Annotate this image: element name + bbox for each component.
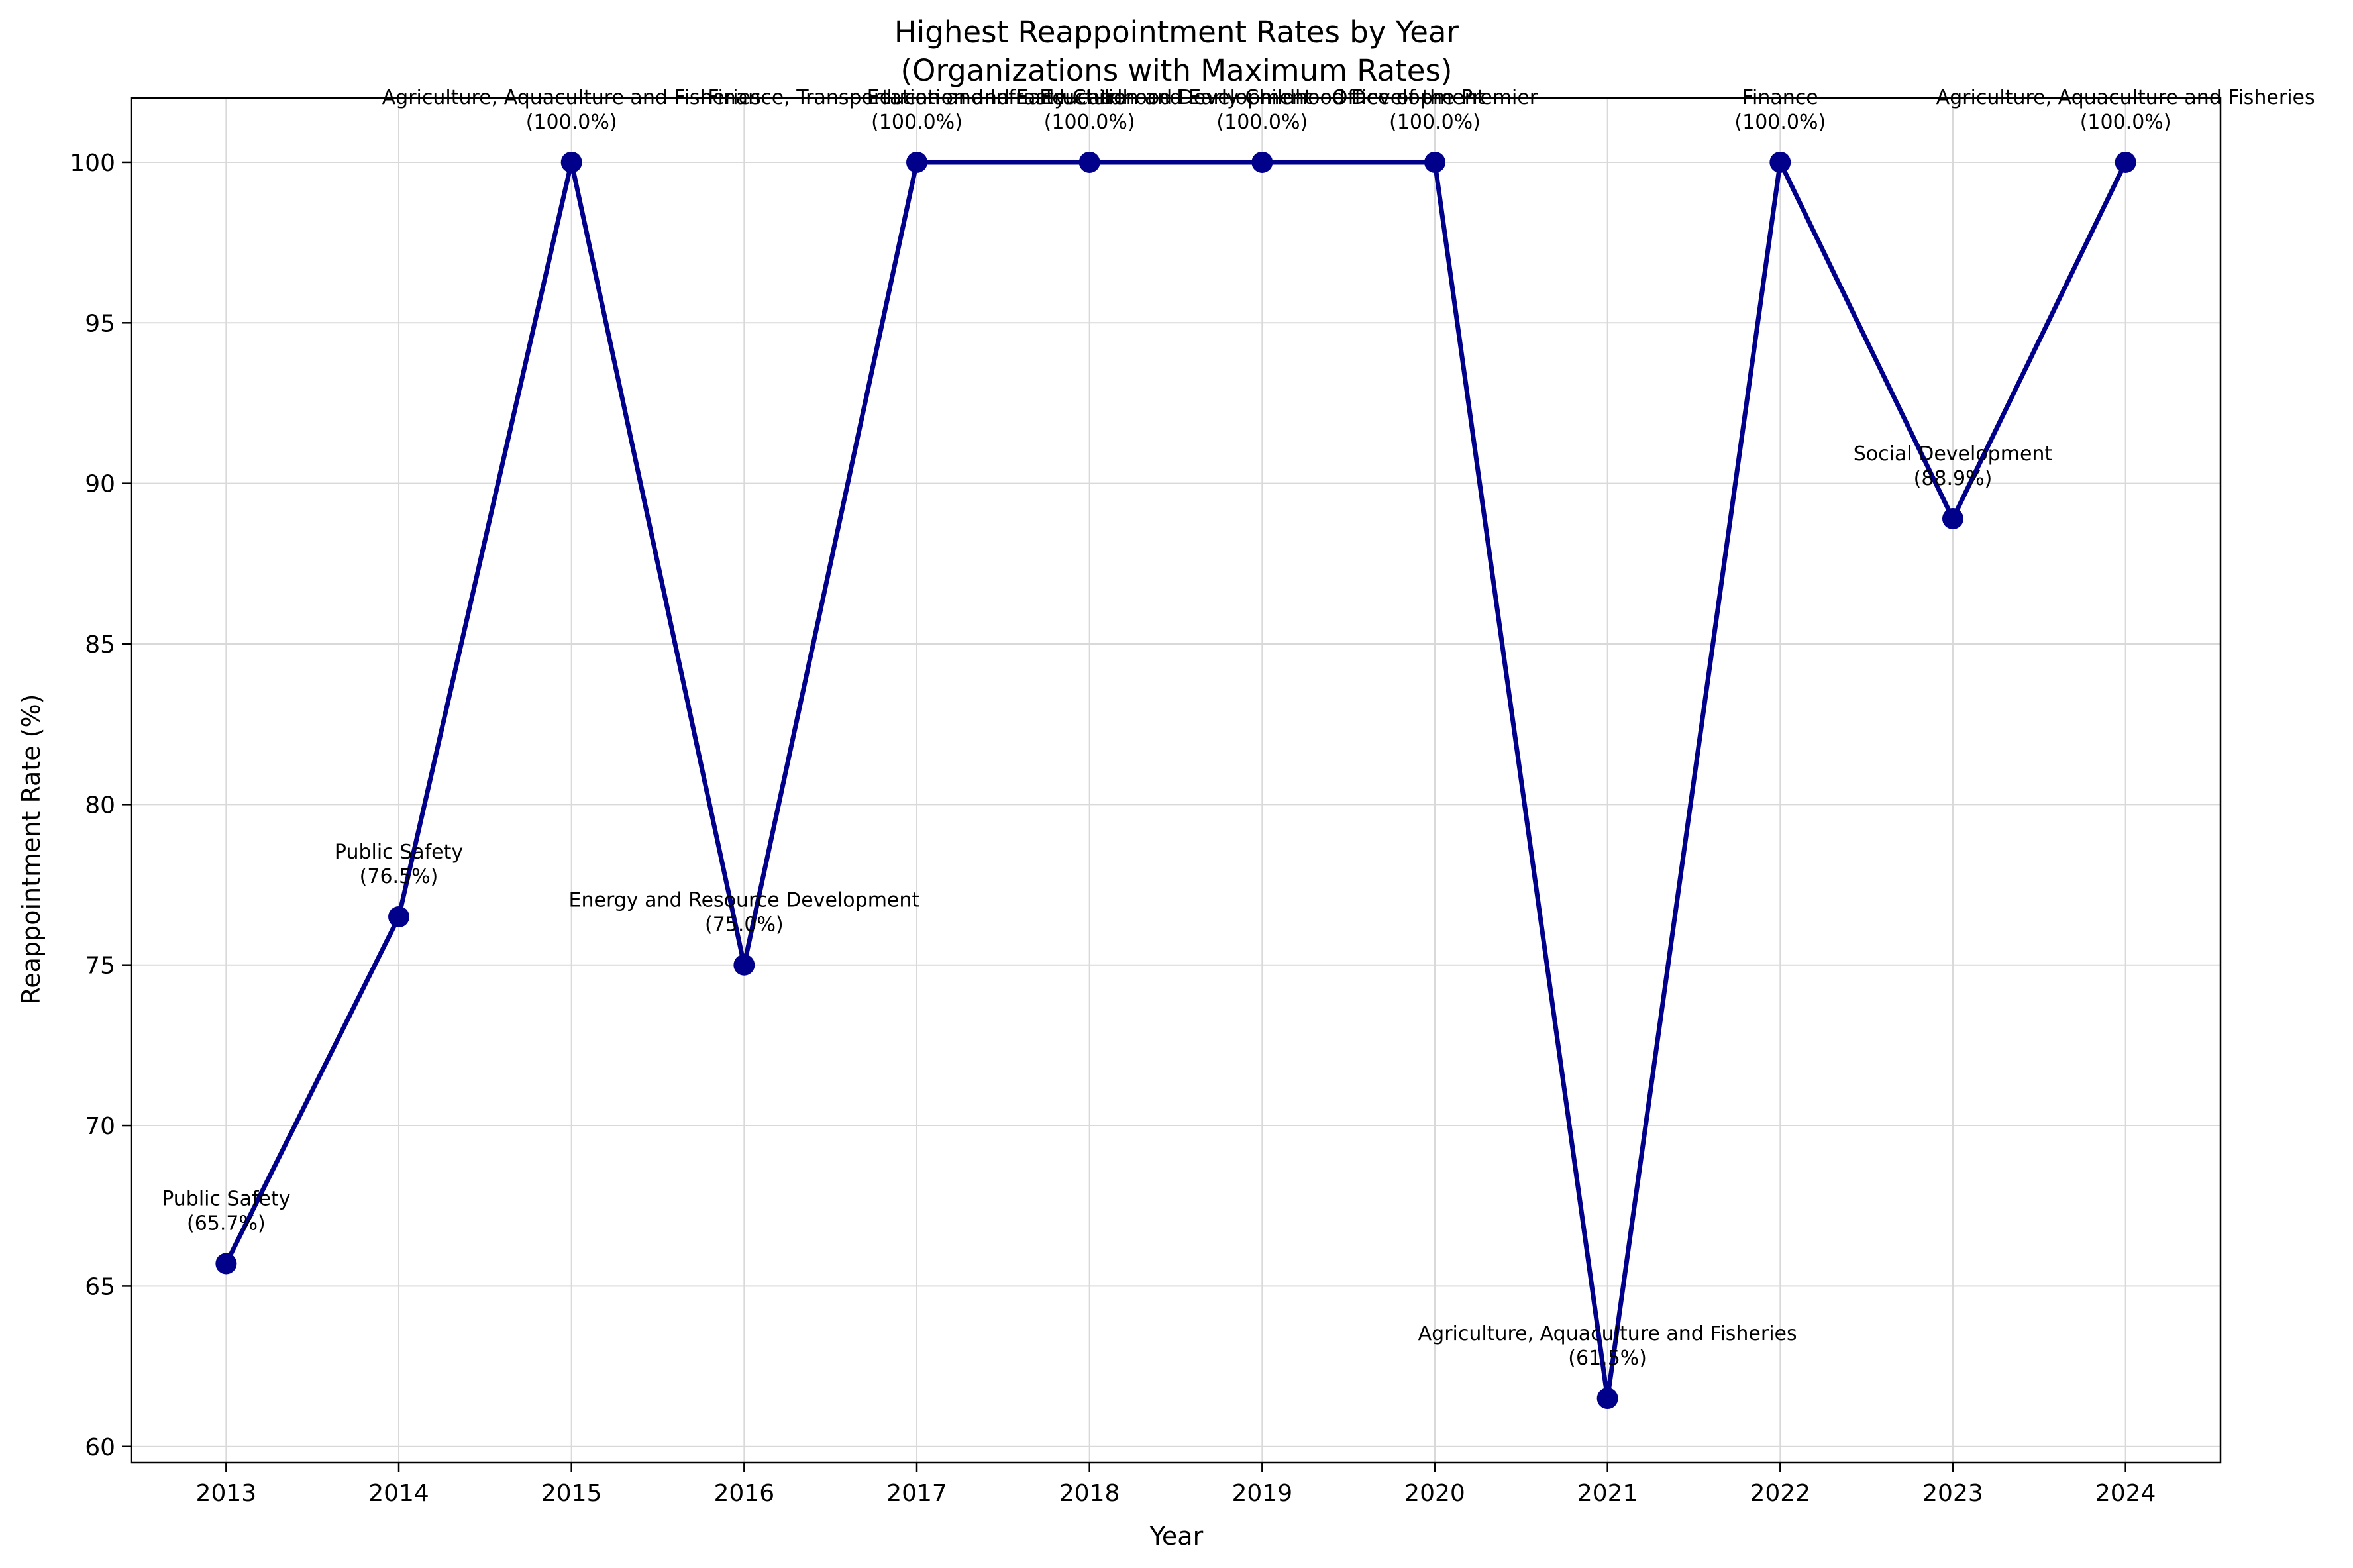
annotation-rate-label: (100.0%) (2080, 111, 2171, 134)
series-line (224, 154, 2128, 1399)
x-tick-label: 2017 (886, 1480, 947, 1507)
y-tick-label: 80 (85, 792, 115, 819)
data-point (2115, 151, 2136, 173)
data-point (1769, 151, 1791, 173)
data-point (1078, 151, 1100, 173)
annotation-rate-label: (100.0%) (871, 111, 963, 134)
y-tick-label: 60 (85, 1434, 115, 1461)
y-tick-label: 65 (85, 1273, 115, 1300)
annotation-org-label: Public Safety (162, 1187, 290, 1210)
y-tick-label: 95 (85, 310, 115, 337)
x-tick-label: 2018 (1059, 1480, 1120, 1507)
x-tick-label: 2019 (1232, 1480, 1293, 1507)
annotation-rate-label: (100.0%) (1216, 111, 1308, 134)
data-point (1942, 507, 1963, 529)
y-tick-label: 70 (85, 1113, 115, 1140)
y-tick-label: 85 (85, 631, 115, 658)
annotation-rate-label: (61.5%) (1568, 1347, 1647, 1370)
annotation-org-label: Energy and Resource Development (569, 889, 920, 912)
x-tick-label: 2022 (1750, 1480, 1811, 1507)
chart-subtitle: (Organizations with Maximum Rates) (901, 53, 1453, 88)
data-point (906, 151, 928, 173)
annotation-rate-label: (100.0%) (526, 111, 617, 134)
grid-lines (131, 98, 2221, 1463)
plot-frame (130, 97, 2222, 1464)
annotation-rate-label: (100.0%) (1734, 111, 1826, 134)
annotation-org-label: Agriculture, Aquaculture and Fisheries (1418, 1322, 1797, 1345)
x-tick-label: 2021 (1577, 1480, 1638, 1507)
y-tick-label: 75 (85, 953, 115, 980)
data-point (215, 1253, 237, 1275)
data-point (1424, 151, 1445, 173)
data-point (388, 906, 410, 927)
x-tick-label: 2024 (2095, 1480, 2156, 1507)
x-tick-label: 2015 (541, 1480, 602, 1507)
x-tick-label: 2020 (1404, 1480, 1465, 1507)
data-point (560, 151, 582, 173)
x-axis-label: Year (1149, 1522, 1204, 1551)
annotation-org-label: Public Safety (335, 841, 463, 864)
annotation-rate-label: (76.5%) (360, 865, 439, 888)
axis-ticks: 2013 2014 2015 2016 2017 2018 2019 2020 2021 2022… (70, 150, 2156, 1507)
annotation-rate-label: (100.0%) (1389, 111, 1481, 134)
annotation-rate-label: (100.0%) (1044, 111, 1135, 134)
annotation-org-label: Social Development (1854, 443, 2053, 466)
y-tick-label: 100 (70, 150, 115, 177)
y-tick-label: 90 (85, 471, 115, 498)
x-tick-label: 2013 (196, 1480, 257, 1507)
series-layer (215, 151, 2136, 1410)
annotation-rate-label: (75.0%) (705, 914, 784, 937)
annotation-rate-label: (65.7%) (187, 1212, 266, 1235)
annotation-rate-label: (88.9%) (1914, 467, 1993, 490)
x-tick-label: 2023 (1922, 1480, 1983, 1507)
x-tick-label: 2014 (368, 1480, 429, 1507)
chart-title: Highest Reappointment Rates by Year (894, 15, 1459, 50)
x-tick-label: 2016 (714, 1480, 775, 1507)
data-point (733, 954, 755, 976)
y-axis-label: Reappointment Rate (%) (17, 694, 46, 1005)
data-point (1596, 1388, 1618, 1410)
data-point (1251, 151, 1273, 173)
